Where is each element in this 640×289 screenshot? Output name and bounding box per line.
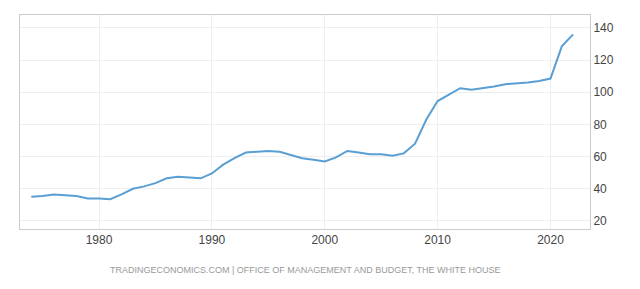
svg-text:2010: 2010 [424,233,451,247]
svg-text:40: 40 [593,182,607,196]
svg-text:120: 120 [593,53,613,67]
svg-text:20: 20 [593,214,607,228]
svg-text:2020: 2020 [537,233,564,247]
svg-text:TRADINGECONOMICS.COM | OFFICE: TRADINGECONOMICS.COM | OFFICE OF MANAGEM… [110,265,501,275]
svg-text:2000: 2000 [311,233,338,247]
svg-text:80: 80 [593,118,607,132]
svg-text:100: 100 [593,85,613,99]
svg-text:140: 140 [593,21,613,35]
svg-text:1990: 1990 [199,233,226,247]
svg-text:1980: 1980 [86,233,113,247]
svg-text:60: 60 [593,150,607,164]
